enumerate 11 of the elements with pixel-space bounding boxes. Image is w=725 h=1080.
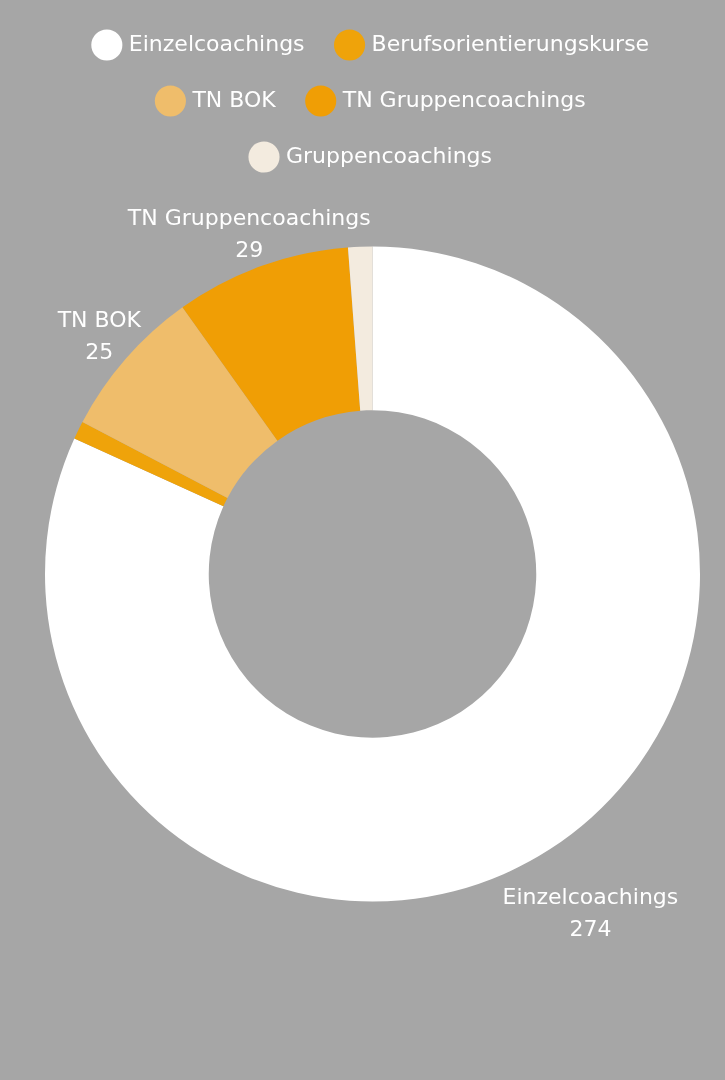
legend-label: TN Gruppencoachings bbox=[341, 86, 586, 112]
slice-label: TN BOK bbox=[56, 307, 142, 333]
legend-label: Gruppencoachings bbox=[286, 142, 493, 168]
data-label: 25 bbox=[85, 339, 114, 365]
legend-label: TN BOK bbox=[191, 86, 277, 112]
data-label: 274 bbox=[569, 916, 612, 942]
slice-label: TN Gruppencoachings bbox=[126, 204, 371, 230]
data-label: 29 bbox=[235, 236, 264, 262]
legend-label: Berufsorientierungskurse bbox=[371, 30, 650, 56]
legend-label: Einzelcoachings bbox=[128, 30, 305, 56]
slice-label: Einzelcoachings bbox=[502, 884, 679, 910]
